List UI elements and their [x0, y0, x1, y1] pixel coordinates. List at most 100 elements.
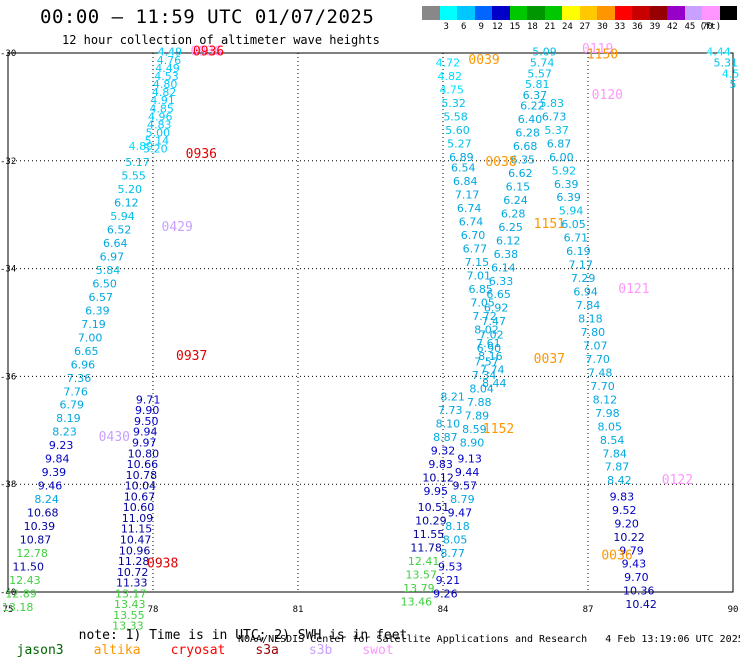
- pass-time-label: 1151: [534, 217, 565, 232]
- wave-height-value: 8.18: [578, 313, 603, 326]
- wave-height-value: 6.74: [457, 202, 482, 215]
- wave-height-value: 6.33: [489, 275, 514, 288]
- map-axes: 75 78 81 84 87 90 -30 -32 -34 -36 -38 -40: [0, 49, 738, 615]
- pass-time-label: 0121: [618, 282, 649, 297]
- wave-height-value: 11.09: [122, 512, 154, 525]
- wave-height-value: 5.94: [110, 210, 135, 223]
- scale-label: 18: [527, 22, 538, 32]
- wave-height-value: 6.79: [60, 399, 85, 412]
- footer-credit: NOAA/NESDIS Center for Satellite Applica…: [238, 634, 740, 645]
- wave-height-value: 6.40: [518, 113, 543, 126]
- wave-height-value: 7.70: [585, 353, 610, 366]
- wave-height-value: 12.41: [408, 555, 440, 568]
- wave-height-value: 8.90: [460, 436, 485, 449]
- scale-label: 36: [632, 22, 643, 32]
- wave-height-value: 10.42: [625, 598, 657, 611]
- wave-height-value: 7.17: [569, 259, 594, 272]
- wave-height-value: 7.70: [590, 380, 615, 393]
- wave-height-value: 7.17: [455, 189, 480, 202]
- scale-label: 70: [702, 22, 713, 32]
- scale-swatch: [492, 6, 510, 20]
- wave-height-value: 9.26: [433, 587, 458, 600]
- wave-height-value: 7.07: [583, 339, 608, 352]
- wave-height-value: 4.49: [158, 46, 183, 59]
- wave-height-value: 10.87: [20, 533, 52, 546]
- wave-height-value: 6.50: [92, 277, 117, 290]
- wave-height-value: 9.46: [38, 480, 63, 493]
- wave-height-value: 9.97: [132, 436, 157, 449]
- wave-height-value: 5.57: [527, 67, 552, 80]
- wave-height-value: 7.34: [472, 369, 497, 382]
- wave-height-value: 6.94: [573, 286, 598, 299]
- wave-height-value: 9.52: [612, 504, 637, 517]
- wave-height-value: 12.43: [9, 574, 41, 587]
- wave-height-value: 10.39: [24, 520, 56, 533]
- pass-time-label: 0936: [191, 45, 222, 60]
- wave-height-value: 5.55: [121, 170, 146, 183]
- wave-height-value: 4.89: [129, 140, 154, 153]
- wave-height-value: 8.21: [440, 391, 465, 404]
- wave-height-value: 8.12: [593, 393, 618, 406]
- x-tick-label: 78: [148, 605, 159, 615]
- scale-unit-label: (ft): [699, 22, 722, 32]
- wave-height-value: 4.49: [155, 62, 180, 75]
- wave-height-value: 7.84: [576, 299, 601, 312]
- wave-height-value: 9.83: [610, 490, 635, 503]
- wave-height-value: 10.22: [613, 531, 645, 544]
- wave-height-value: 5.17: [125, 156, 150, 169]
- scale-label: 6: [461, 22, 467, 32]
- wave-height-value: 9.20: [614, 517, 639, 530]
- scale-swatch: [439, 6, 457, 20]
- wave-height-value: 6.38: [494, 248, 519, 261]
- wave-height-value: 4.82: [152, 86, 177, 99]
- satellite-legend-swot: swot: [362, 643, 394, 658]
- scale-label: 45: [684, 22, 696, 32]
- wave-height-value: 10.51: [418, 501, 450, 514]
- map-frame: [7, 52, 734, 593]
- wave-height-value: 7.72: [472, 310, 497, 323]
- scale-label: 12: [492, 22, 503, 32]
- wave-height-value: 7.00: [78, 331, 103, 344]
- wave-height-value: 8.23: [52, 426, 77, 439]
- y-tick-label: -30: [0, 49, 16, 59]
- wave-height-value: 8.10: [436, 418, 461, 431]
- wave-height-value: 10.80: [128, 447, 160, 460]
- wave-height-value: 13.46: [401, 595, 433, 608]
- wave-height-value: 10.29: [415, 515, 447, 528]
- pass-time-label: 0037: [534, 352, 565, 367]
- wave-height-value: 10.72: [117, 566, 149, 579]
- wave-height-value: 6.97: [100, 251, 125, 264]
- wave-height-value: 5.27: [447, 137, 472, 150]
- footer-org: NOAA/NESDIS Center for Satellite Applica…: [238, 634, 588, 645]
- wave-height-value: 13.57: [406, 569, 438, 582]
- wave-height-value: 5: [730, 78, 737, 91]
- wave-height-value: 7.36: [67, 372, 92, 385]
- wave-height-value: 7.02: [479, 329, 504, 342]
- wave-height-value: 13.55: [113, 609, 145, 622]
- wave-height-value: 6.25: [498, 221, 523, 234]
- pass-time-label: 0120: [592, 88, 623, 103]
- footnote-text: note: 1) Time is in UTC; 2) SWH is in fe…: [78, 628, 408, 643]
- wave-height-value: 10.96: [119, 544, 151, 557]
- wave-height-value: 6.70: [461, 229, 486, 242]
- wave-height-value: 8.24: [34, 493, 59, 506]
- wave-height-value: 4.44: [706, 46, 731, 59]
- pass-time-label: 0039: [468, 53, 499, 68]
- wave-height-value: 6.84: [453, 175, 478, 188]
- wave-height-value: 6.77: [463, 242, 488, 255]
- wave-height-value: 9.23: [49, 439, 74, 452]
- wave-height-value: 5.20: [143, 143, 168, 156]
- wave-height-value: 8.44: [482, 377, 507, 390]
- wave-height-value: 11.15: [121, 523, 153, 536]
- scale-swatch: [597, 6, 615, 20]
- scale-swatch: [562, 6, 580, 20]
- pass-time-label: 0036: [601, 549, 632, 564]
- wave-height-value: 10.60: [123, 501, 155, 514]
- wave-height-value: 6.05: [561, 218, 586, 231]
- scale-swatch: [474, 6, 492, 20]
- scale-label: 27: [579, 22, 591, 32]
- wave-height-value: 8.54: [600, 434, 625, 447]
- wave-height-value: 6.39: [554, 178, 579, 191]
- wave-height-value: 7.01: [467, 269, 492, 282]
- wave-height-value: 9.70: [624, 571, 649, 584]
